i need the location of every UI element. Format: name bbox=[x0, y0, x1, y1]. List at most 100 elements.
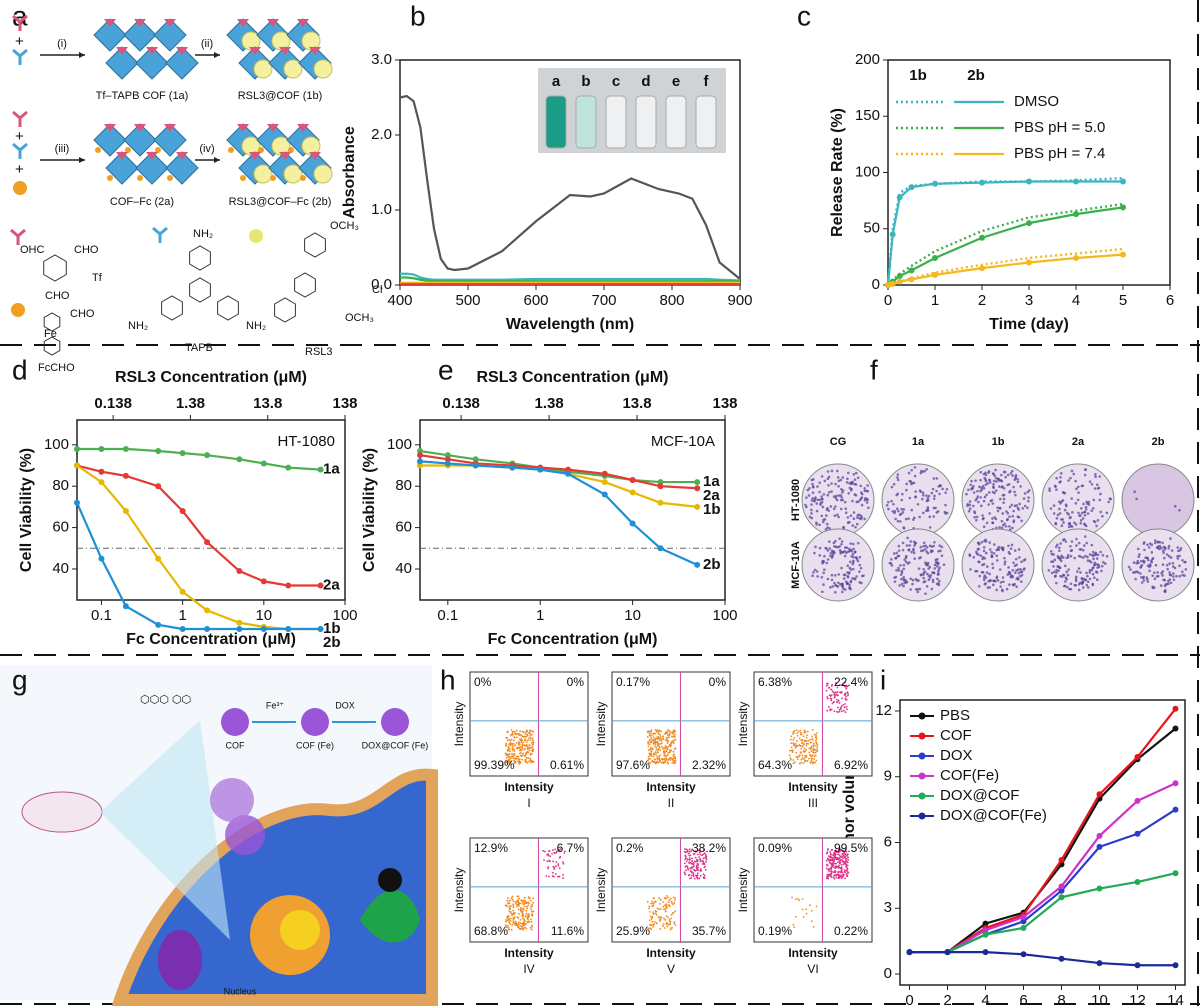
event bbox=[651, 900, 654, 903]
point bbox=[694, 503, 701, 510]
event bbox=[531, 744, 534, 746]
event bbox=[511, 899, 514, 901]
event bbox=[562, 877, 564, 880]
colony bbox=[910, 550, 913, 554]
colony bbox=[1169, 556, 1173, 559]
point bbox=[98, 479, 105, 486]
event bbox=[519, 745, 521, 748]
event bbox=[523, 902, 526, 905]
colony bbox=[1013, 549, 1017, 552]
colony bbox=[1014, 557, 1018, 561]
event bbox=[665, 903, 668, 906]
event bbox=[669, 897, 672, 900]
panel-label: d bbox=[12, 354, 28, 385]
colony bbox=[1139, 572, 1142, 575]
colony bbox=[1048, 489, 1052, 493]
colony bbox=[1092, 498, 1096, 502]
event bbox=[663, 917, 665, 920]
point bbox=[509, 464, 516, 471]
series-line bbox=[419, 454, 698, 490]
colony bbox=[1049, 507, 1053, 510]
point bbox=[979, 265, 985, 272]
colony bbox=[815, 502, 819, 505]
event bbox=[510, 928, 513, 931]
colony bbox=[1093, 576, 1096, 580]
colony bbox=[1072, 472, 1076, 476]
colony bbox=[1006, 512, 1010, 515]
colony bbox=[856, 541, 860, 545]
point bbox=[932, 180, 938, 187]
colony bbox=[1153, 571, 1156, 574]
event bbox=[845, 695, 847, 698]
event bbox=[704, 854, 707, 856]
event bbox=[831, 683, 834, 686]
event bbox=[672, 741, 675, 744]
event bbox=[830, 853, 832, 856]
colony bbox=[940, 554, 944, 558]
colony bbox=[968, 554, 972, 557]
colony bbox=[855, 556, 858, 559]
colony bbox=[826, 549, 830, 552]
colony bbox=[922, 571, 926, 575]
event bbox=[696, 874, 699, 877]
event bbox=[835, 682, 837, 685]
colony bbox=[1153, 577, 1157, 581]
cof-node bbox=[267, 19, 279, 27]
colony bbox=[840, 496, 843, 499]
event bbox=[507, 760, 510, 763]
y-axis-label: Absorbance bbox=[341, 126, 358, 219]
colony bbox=[843, 500, 847, 504]
x-tick-label: 0.1 bbox=[91, 607, 112, 624]
colony bbox=[911, 578, 915, 582]
colony bbox=[1143, 548, 1146, 552]
colony bbox=[924, 544, 927, 548]
event bbox=[804, 756, 806, 759]
colony bbox=[1074, 479, 1077, 483]
event bbox=[528, 902, 530, 905]
event bbox=[831, 859, 834, 862]
colony bbox=[850, 549, 854, 553]
point bbox=[889, 280, 896, 287]
event bbox=[793, 744, 796, 747]
point bbox=[982, 927, 989, 934]
event bbox=[826, 684, 829, 687]
event bbox=[667, 751, 670, 754]
colony bbox=[836, 545, 840, 549]
point bbox=[979, 234, 985, 241]
colony bbox=[837, 494, 841, 497]
event bbox=[837, 850, 840, 853]
event bbox=[557, 875, 559, 878]
colony bbox=[1001, 588, 1004, 592]
scheme-label: DOX bbox=[335, 700, 355, 710]
event bbox=[652, 736, 655, 739]
y-tick-label: 100 bbox=[855, 163, 880, 180]
colony bbox=[901, 541, 905, 545]
event bbox=[684, 865, 687, 868]
colony bbox=[896, 476, 899, 479]
point bbox=[1120, 251, 1126, 258]
colony bbox=[847, 471, 850, 475]
event bbox=[838, 874, 841, 877]
event bbox=[510, 912, 513, 915]
flow-frame bbox=[611, 837, 731, 943]
event bbox=[800, 739, 803, 742]
colony bbox=[1002, 580, 1005, 584]
colony bbox=[996, 509, 1000, 513]
panel-label: h bbox=[440, 664, 456, 695]
event bbox=[801, 757, 804, 760]
colony bbox=[897, 566, 900, 570]
event bbox=[686, 867, 689, 870]
event bbox=[830, 688, 832, 691]
colony bbox=[904, 578, 907, 582]
colony bbox=[827, 509, 831, 512]
colony bbox=[1011, 574, 1014, 578]
colony bbox=[1098, 475, 1102, 478]
event bbox=[666, 916, 669, 919]
colony bbox=[916, 588, 919, 591]
event bbox=[810, 745, 813, 748]
event bbox=[515, 755, 518, 758]
event bbox=[828, 874, 831, 877]
cargo bbox=[271, 136, 291, 156]
point bbox=[236, 625, 243, 632]
event bbox=[652, 904, 654, 907]
